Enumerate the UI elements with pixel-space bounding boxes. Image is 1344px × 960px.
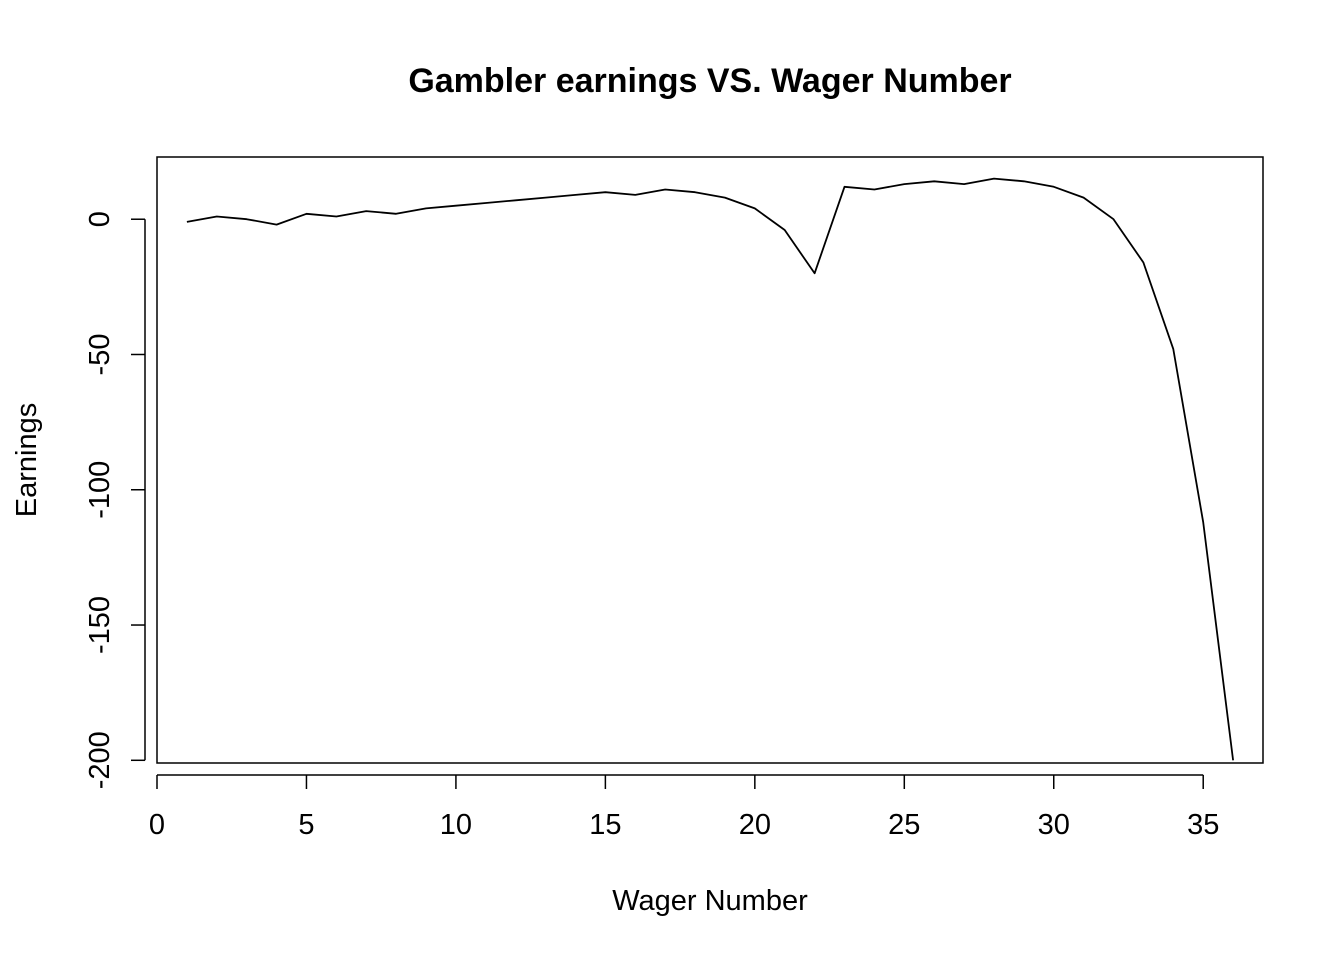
chart-title: Gambler earnings VS. Wager Number	[408, 62, 1011, 100]
series-layer	[186, 177, 1234, 761]
y-axis-label: Earnings	[11, 403, 43, 517]
y-tick-label: -50	[84, 334, 116, 376]
x-axis-label: Wager Number	[612, 885, 808, 917]
y-tick-label: -100	[84, 461, 116, 519]
x-tick-label: 35	[1187, 809, 1219, 841]
x-axis: 0 5 10 15 20 25 30 35	[149, 774, 1219, 841]
x-tick-label: 25	[888, 809, 920, 841]
plot-frame	[156, 156, 1264, 764]
x-tick-label: 0	[149, 809, 165, 841]
y-axis: 0 -50 -100 -150 -200	[84, 211, 146, 789]
x-tick-label: 10	[440, 809, 472, 841]
earnings-line	[186, 177, 1234, 761]
y-tick-label: -150	[84, 596, 116, 654]
y-tick-label: 0	[84, 211, 116, 227]
x-tick-label: 15	[589, 809, 621, 841]
x-tick-label: 20	[739, 809, 771, 841]
x-tick-label: 5	[298, 809, 314, 841]
x-tick-label: 30	[1038, 809, 1070, 841]
y-tick-label: -200	[84, 731, 116, 789]
